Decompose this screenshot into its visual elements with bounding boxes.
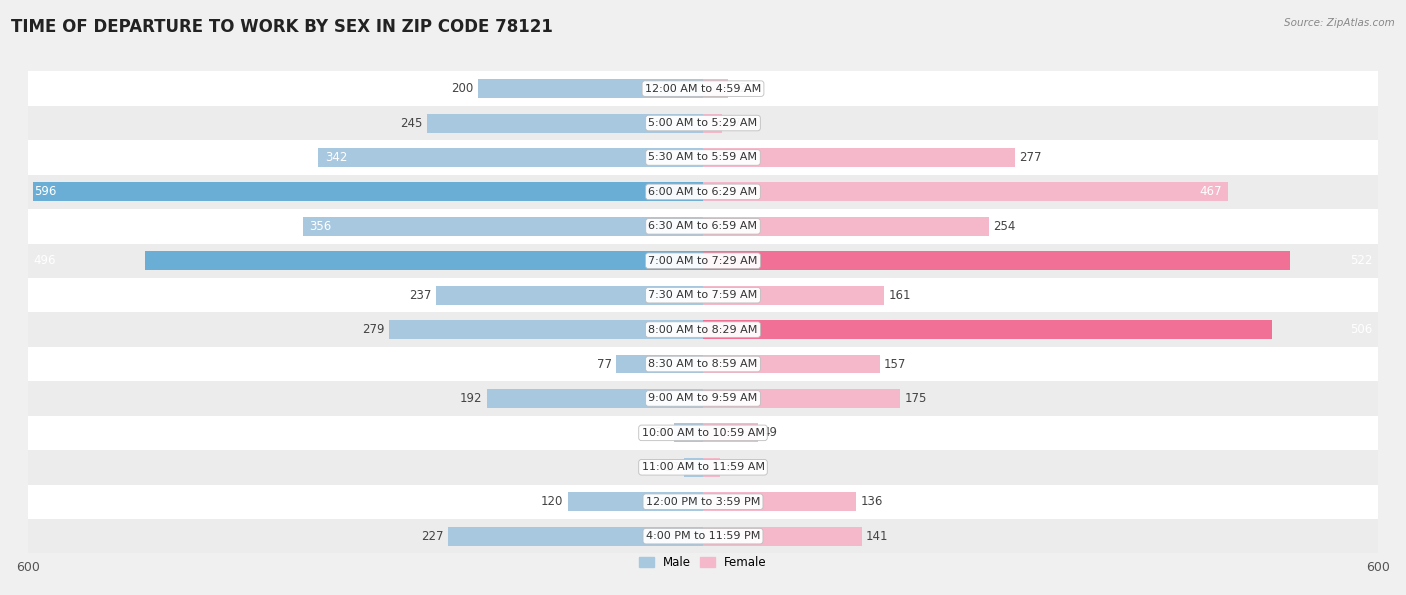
- Bar: [703, 79, 728, 98]
- Text: 237: 237: [409, 289, 432, 302]
- Bar: [703, 355, 880, 374]
- Text: 77: 77: [598, 358, 612, 371]
- Text: 254: 254: [993, 220, 1015, 233]
- Text: 342: 342: [325, 151, 347, 164]
- Text: 17: 17: [665, 461, 679, 474]
- Bar: [28, 519, 1378, 553]
- Bar: [703, 527, 862, 546]
- Text: TIME OF DEPARTURE TO WORK BY SEX IN ZIP CODE 78121: TIME OF DEPARTURE TO WORK BY SEX IN ZIP …: [11, 18, 553, 36]
- Bar: [447, 527, 703, 546]
- Text: 227: 227: [420, 530, 443, 543]
- Text: 17: 17: [727, 117, 741, 130]
- Text: 277: 277: [1019, 151, 1042, 164]
- Legend: Male, Female: Male, Female: [634, 552, 772, 574]
- Text: 200: 200: [451, 82, 474, 95]
- Text: 496: 496: [34, 254, 56, 267]
- Text: 175: 175: [904, 392, 927, 405]
- Bar: [703, 424, 758, 442]
- Text: 5:00 AM to 5:29 AM: 5:00 AM to 5:29 AM: [648, 118, 758, 128]
- Bar: [145, 251, 703, 270]
- Text: 506: 506: [1350, 323, 1372, 336]
- Text: 4:00 PM to 11:59 PM: 4:00 PM to 11:59 PM: [645, 531, 761, 541]
- Text: 12:00 PM to 3:59 PM: 12:00 PM to 3:59 PM: [645, 497, 761, 507]
- Text: 192: 192: [460, 392, 482, 405]
- Bar: [703, 251, 1291, 270]
- Text: 7:30 AM to 7:59 AM: 7:30 AM to 7:59 AM: [648, 290, 758, 300]
- Bar: [28, 209, 1378, 243]
- Bar: [683, 458, 703, 477]
- Bar: [28, 347, 1378, 381]
- Bar: [478, 79, 703, 98]
- Bar: [427, 114, 703, 133]
- Text: 8:30 AM to 8:59 AM: 8:30 AM to 8:59 AM: [648, 359, 758, 369]
- Bar: [389, 320, 703, 339]
- Text: 279: 279: [363, 323, 385, 336]
- Bar: [318, 148, 703, 167]
- Text: 7:00 AM to 7:29 AM: 7:00 AM to 7:29 AM: [648, 256, 758, 266]
- Text: Source: ZipAtlas.com: Source: ZipAtlas.com: [1284, 18, 1395, 28]
- Bar: [568, 492, 703, 511]
- Bar: [28, 450, 1378, 484]
- Text: 522: 522: [1350, 254, 1372, 267]
- Text: 9:00 AM to 9:59 AM: 9:00 AM to 9:59 AM: [648, 393, 758, 403]
- Bar: [28, 140, 1378, 175]
- Bar: [703, 217, 988, 236]
- Text: 49: 49: [762, 427, 778, 439]
- Bar: [28, 71, 1378, 106]
- Text: 8:00 AM to 8:29 AM: 8:00 AM to 8:29 AM: [648, 325, 758, 334]
- Text: 10:00 AM to 10:59 AM: 10:00 AM to 10:59 AM: [641, 428, 765, 438]
- Bar: [28, 312, 1378, 347]
- Text: 596: 596: [34, 186, 56, 198]
- Text: 356: 356: [309, 220, 332, 233]
- Bar: [32, 183, 703, 201]
- Text: 12:00 AM to 4:59 AM: 12:00 AM to 4:59 AM: [645, 84, 761, 93]
- Bar: [28, 106, 1378, 140]
- Text: 141: 141: [866, 530, 889, 543]
- Text: 5:30 AM to 5:59 AM: 5:30 AM to 5:59 AM: [648, 152, 758, 162]
- Bar: [703, 183, 1229, 201]
- Bar: [486, 389, 703, 408]
- Text: 26: 26: [654, 427, 669, 439]
- Bar: [703, 492, 856, 511]
- Bar: [703, 458, 720, 477]
- Bar: [28, 416, 1378, 450]
- Text: 6:30 AM to 6:59 AM: 6:30 AM to 6:59 AM: [648, 221, 758, 231]
- Text: 120: 120: [541, 495, 564, 508]
- Bar: [436, 286, 703, 305]
- Text: 467: 467: [1199, 186, 1222, 198]
- Text: 22: 22: [733, 82, 747, 95]
- Bar: [28, 484, 1378, 519]
- Text: 245: 245: [401, 117, 423, 130]
- Text: 6:00 AM to 6:29 AM: 6:00 AM to 6:29 AM: [648, 187, 758, 197]
- Text: 11:00 AM to 11:59 AM: 11:00 AM to 11:59 AM: [641, 462, 765, 472]
- Bar: [703, 148, 1015, 167]
- Bar: [28, 278, 1378, 312]
- Bar: [28, 175, 1378, 209]
- Bar: [28, 243, 1378, 278]
- Bar: [703, 320, 1272, 339]
- Bar: [302, 217, 703, 236]
- Text: 161: 161: [889, 289, 911, 302]
- Bar: [703, 114, 723, 133]
- Text: 15: 15: [724, 461, 740, 474]
- Bar: [616, 355, 703, 374]
- Bar: [28, 381, 1378, 416]
- Text: 136: 136: [860, 495, 883, 508]
- Bar: [703, 286, 884, 305]
- Text: 157: 157: [884, 358, 907, 371]
- Bar: [673, 424, 703, 442]
- Bar: [703, 389, 900, 408]
